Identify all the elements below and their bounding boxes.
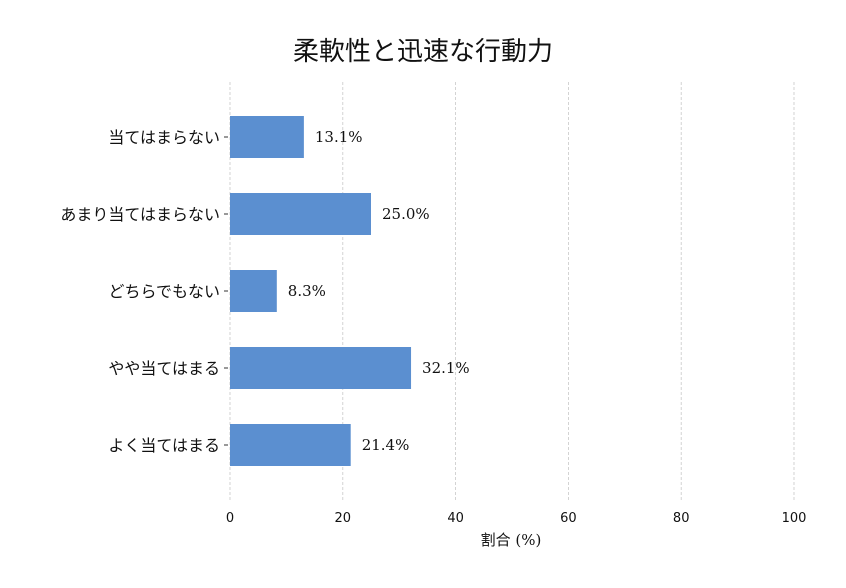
x-tick-label: 0 bbox=[226, 511, 234, 526]
x-tick-label: 40 bbox=[447, 511, 464, 526]
data-label: 13.1% bbox=[315, 128, 363, 146]
chart-title: 柔軟性と迅速な行動力 bbox=[293, 37, 553, 67]
x-tick-label: 20 bbox=[335, 511, 352, 526]
x-tick-label: 100 bbox=[782, 511, 807, 526]
x-axis-label: 割合 (%) bbox=[481, 531, 542, 549]
data-label: 8.3% bbox=[288, 282, 326, 300]
x-tick-label: 80 bbox=[673, 511, 690, 526]
x-axis-ticks: 0 20 40 60 80 100 bbox=[226, 511, 807, 526]
bars bbox=[230, 116, 412, 466]
bar bbox=[230, 347, 412, 389]
data-label: 32.1% bbox=[422, 359, 470, 377]
data-label: 25.0% bbox=[382, 205, 430, 223]
bar bbox=[230, 116, 304, 158]
bar bbox=[230, 193, 371, 235]
category-label: よく当てはまる bbox=[108, 436, 220, 455]
category-label: あまり当てはまらない bbox=[60, 205, 220, 224]
bar bbox=[230, 270, 277, 312]
category-label: 当てはまらない bbox=[108, 128, 220, 147]
data-label: 21.4% bbox=[362, 436, 410, 454]
data-labels: 13.1% 25.0% 8.3% 32.1% 21.4% bbox=[288, 128, 470, 454]
bar bbox=[230, 424, 351, 466]
category-label: どちらでもない bbox=[108, 282, 220, 301]
category-label: やや当てはまる bbox=[108, 359, 220, 378]
x-tick-label: 60 bbox=[560, 511, 577, 526]
